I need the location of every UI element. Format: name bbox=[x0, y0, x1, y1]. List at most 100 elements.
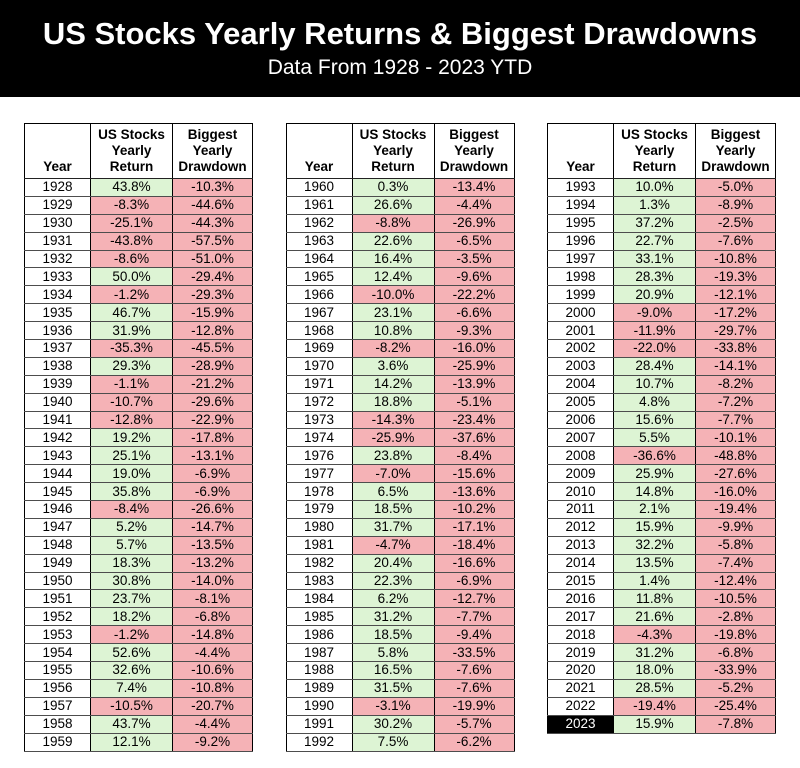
drawdown-cell: -5.8% bbox=[695, 535, 776, 555]
return-cell: -4.7% bbox=[351, 535, 435, 555]
column-header-return: US Stocks Yearly Return bbox=[90, 123, 173, 179]
drawdown-cell: -10.8% bbox=[172, 678, 253, 698]
table-row: 1949 18.3% -13.2% bbox=[24, 553, 253, 573]
drawdown-cell: -5.1% bbox=[433, 392, 515, 412]
table-row: 2023 15.9% -7.8% bbox=[547, 714, 776, 734]
year-cell: 1969 bbox=[285, 339, 353, 358]
page-title: US Stocks Yearly Returns & Biggest Drawd… bbox=[42, 15, 758, 51]
year-cell: 1935 bbox=[24, 303, 91, 323]
drawdown-cell: -29.6% bbox=[172, 392, 253, 412]
table-row: 1987 5.8% -33.5% bbox=[285, 643, 515, 663]
return-cell: 5.2% bbox=[90, 517, 173, 537]
drawdown-cell: -8.9% bbox=[695, 195, 776, 215]
return-cell: 1.3% bbox=[613, 195, 696, 215]
return-cell: 37.2% bbox=[613, 213, 696, 233]
returns-table-1960-1992: Year US Stocks Yearly Return Biggest Yea… bbox=[285, 123, 515, 752]
table-row: 1935 46.7% -15.9% bbox=[24, 303, 253, 323]
table-row: 1973 -14.3% -23.4% bbox=[285, 410, 515, 430]
return-cell: 31.7% bbox=[351, 517, 435, 537]
year-cell: 1977 bbox=[285, 464, 353, 484]
drawdown-cell: -14.0% bbox=[172, 571, 253, 591]
year-cell: 2007 bbox=[547, 428, 614, 448]
return-cell: 31.9% bbox=[90, 321, 173, 341]
year-cell: 1950 bbox=[24, 571, 91, 591]
header-row: Year US Stocks Yearly Return Biggest Yea… bbox=[285, 123, 515, 179]
drawdown-cell: -9.6% bbox=[433, 267, 515, 287]
table-row: 1956 7.4% -10.8% bbox=[24, 678, 253, 698]
drawdown-cell: -5.7% bbox=[433, 714, 515, 734]
table-row: 1995 37.2% -2.5% bbox=[547, 213, 776, 233]
return-cell: 23.8% bbox=[351, 446, 435, 466]
table-row: 2020 18.0% -33.9% bbox=[547, 661, 776, 680]
table-row: 1983 22.3% -6.9% bbox=[285, 571, 515, 591]
drawdown-cell: -4.4% bbox=[172, 643, 253, 663]
year-cell: 1978 bbox=[285, 482, 353, 502]
drawdown-cell: -10.1% bbox=[695, 428, 776, 448]
return-cell: -11.9% bbox=[613, 321, 696, 341]
return-cell: -8.6% bbox=[90, 249, 173, 269]
drawdown-cell: -14.8% bbox=[172, 625, 253, 645]
return-cell: 13.5% bbox=[613, 553, 696, 573]
table-row: 2019 31.2% -6.8% bbox=[547, 643, 776, 663]
return-cell: -12.8% bbox=[90, 410, 173, 430]
drawdown-cell: -7.8% bbox=[695, 714, 776, 734]
year-cell: 1982 bbox=[285, 553, 353, 573]
drawdown-cell: -45.5% bbox=[172, 339, 253, 358]
drawdown-cell: -16.0% bbox=[433, 339, 515, 358]
year-cell: 1993 bbox=[547, 178, 614, 197]
table-row: 1985 31.2% -7.7% bbox=[285, 607, 515, 627]
column-header-drawdown: Biggest Yearly Drawdown bbox=[433, 123, 515, 179]
return-cell: 20.4% bbox=[351, 553, 435, 573]
drawdown-cell: -4.4% bbox=[433, 195, 515, 215]
table-row: 2008 -36.6% -48.8% bbox=[547, 446, 776, 466]
drawdown-cell: -26.9% bbox=[433, 213, 515, 233]
return-cell: 18.8% bbox=[351, 392, 435, 412]
drawdown-cell: -51.0% bbox=[172, 249, 253, 269]
return-cell: -7.0% bbox=[351, 464, 435, 484]
drawdown-cell: -8.2% bbox=[695, 374, 776, 394]
table-row: 1981 -4.7% -18.4% bbox=[285, 535, 515, 555]
return-cell: 3.6% bbox=[351, 356, 435, 376]
return-cell: 28.5% bbox=[613, 678, 696, 698]
year-cell: 1999 bbox=[547, 285, 614, 305]
year-cell: 1966 bbox=[285, 285, 353, 305]
table-row: 1944 19.0% -6.9% bbox=[24, 464, 253, 484]
drawdown-cell: -29.4% bbox=[172, 267, 253, 287]
column-header-return: US Stocks Yearly Return bbox=[351, 123, 435, 179]
drawdown-cell: -10.2% bbox=[433, 500, 515, 519]
column-header-drawdown: Biggest Yearly Drawdown bbox=[172, 123, 253, 179]
year-cell: 1985 bbox=[285, 607, 353, 627]
table-row: 1940 -10.7% -29.6% bbox=[24, 392, 253, 412]
table-row: 1986 18.5% -9.4% bbox=[285, 625, 515, 645]
return-cell: 30.8% bbox=[90, 571, 173, 591]
return-cell: 22.7% bbox=[613, 231, 696, 251]
drawdown-cell: -57.5% bbox=[172, 231, 253, 251]
table-row: 1943 25.1% -13.1% bbox=[24, 446, 253, 466]
drawdown-cell: -15.9% bbox=[172, 303, 253, 323]
table-row: 2022 -19.4% -25.4% bbox=[547, 696, 776, 716]
return-cell: 33.1% bbox=[613, 249, 696, 269]
return-cell: 26.6% bbox=[351, 195, 435, 215]
table-row: 2018 -4.3% -19.8% bbox=[547, 625, 776, 645]
return-cell: 2.1% bbox=[613, 500, 696, 519]
drawdown-cell: -6.9% bbox=[172, 464, 253, 484]
year-cell: 2006 bbox=[547, 410, 614, 430]
column-header-year: Year bbox=[547, 123, 614, 179]
return-cell: 10.0% bbox=[613, 178, 696, 197]
table-row: 1941 -12.8% -22.9% bbox=[24, 410, 253, 430]
return-cell: 5.8% bbox=[351, 643, 435, 663]
table-row: 1976 23.8% -8.4% bbox=[285, 446, 515, 466]
drawdown-cell: -29.7% bbox=[695, 321, 776, 341]
table-row: 1982 20.4% -16.6% bbox=[285, 553, 515, 573]
drawdown-cell: -7.6% bbox=[433, 678, 515, 698]
return-cell: 18.0% bbox=[613, 661, 696, 680]
table-row: 1974 -25.9% -37.6% bbox=[285, 428, 515, 448]
drawdown-cell: -16.0% bbox=[695, 482, 776, 502]
year-cell: 1949 bbox=[24, 553, 91, 573]
table-row: 1954 52.6% -4.4% bbox=[24, 643, 253, 663]
return-cell: 25.1% bbox=[90, 446, 173, 466]
year-cell: 1979 bbox=[285, 500, 353, 519]
drawdown-cell: -29.3% bbox=[172, 285, 253, 305]
table-row: 2004 10.7% -8.2% bbox=[547, 374, 776, 394]
year-cell: 1987 bbox=[285, 643, 353, 663]
